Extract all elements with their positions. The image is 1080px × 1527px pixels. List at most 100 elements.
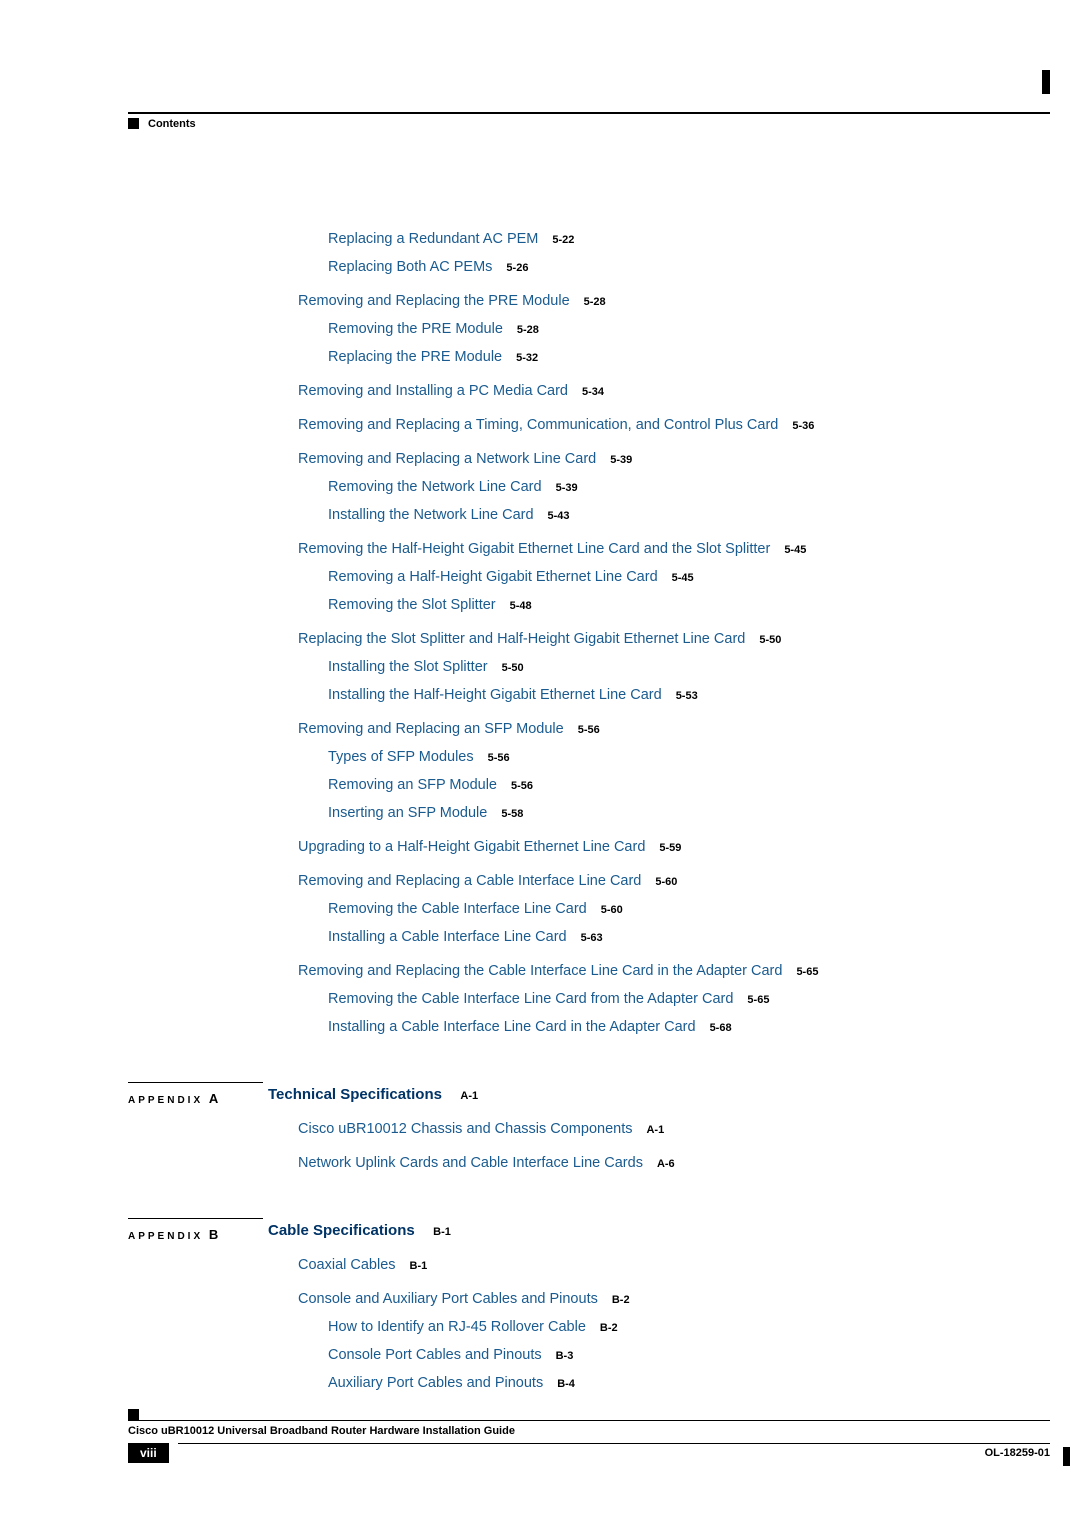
toc-entry: Replacing the PRE Module5-32 [328,348,950,366]
toc-entry: Installing the Network Line Card 5-43 [328,506,950,524]
toc-link[interactable]: Removing the Cable Interface Line Card f… [328,991,733,1007]
toc-link[interactable]: Removing and Replacing a Cable Interface… [298,873,641,889]
toc-link[interactable]: Installing a Cable Interface Line Card i… [328,1019,696,1035]
toc-page-number: 5-56 [578,724,600,736]
toc-page-number: 5-28 [517,324,539,336]
toc-entry: Replacing the Slot Splitter and Half-Hei… [298,630,950,648]
toc-page-number: B-2 [612,1294,630,1306]
toc-entry: Removing an SFP Module5-56 [328,776,950,794]
toc-link[interactable]: Installing the Network Line Card [328,507,534,523]
toc-page-number: A-6 [657,1158,675,1170]
appendix-a-items: Cisco uBR10012 Chassis and Chassis Compo… [128,1120,950,1172]
toc-link[interactable]: Cisco uBR10012 Chassis and Chassis Compo… [298,1121,632,1137]
toc-link[interactable]: Removing the Slot Splitter [328,597,496,613]
toc-link[interactable]: Removing the Cable Interface Line Card [328,901,587,917]
toc-page-number: 5-48 [510,600,532,612]
toc-entry: Removing and Replacing a Timing, Communi… [298,416,950,434]
appendix-rule [128,1218,263,1219]
doc-id-text: OL-18259-01 [985,1447,1050,1459]
toc-page-number: B-4 [557,1378,575,1390]
toc-link[interactable]: Auxiliary Port Cables and Pinouts [328,1375,543,1391]
toc-page-number: 5-28 [584,296,606,308]
toc-link[interactable]: Removing and Replacing a Network Line Ca… [298,451,596,467]
footer-square-marker [128,1409,139,1420]
appendix-a-title-line: Technical Specifications A-1 [268,1086,950,1104]
toc-entry: Removing and Replacing the PRE Module 5-2… [298,292,950,310]
toc-link[interactable]: Inserting an SFP Module [328,805,487,821]
toc-page-number: 5-53 [676,690,698,702]
toc-link[interactable]: Console Port Cables and Pinouts [328,1347,542,1363]
toc-page-number: 5-34 [582,386,604,398]
toc-link[interactable]: Removing and Replacing the PRE Module [298,293,570,309]
toc-link[interactable]: Console and Auxiliary Port Cables and Pi… [298,1291,598,1307]
toc-entry: Removing and Replacing an SFP Module 5-56 [298,720,950,738]
toc-link[interactable]: Installing a Cable Interface Line Card [328,929,567,945]
page-top-marker [1042,70,1050,94]
toc-page-number: 5-45 [672,572,694,584]
toc-entry: Removing the Cable Interface Line Card f… [328,990,950,1008]
toc-page-number: 5-56 [488,752,510,764]
toc-page-number: A-1 [646,1124,664,1136]
toc-entry: Replacing Both AC PEMs5-26 [328,258,950,276]
toc-entry: Removing the Half-Height Gigabit Etherne… [298,540,950,558]
toc-link[interactable]: Removing and Installing a PC Media Card [298,383,568,399]
toc-link[interactable]: Removing the Network Line Card [328,479,542,495]
appendix-label-text: APPENDIX [128,1231,203,1242]
toc-link[interactable]: Removing and Replacing an SFP Module [298,721,564,737]
toc-page-number: B-1 [410,1260,428,1272]
toc-page-number: 5-58 [501,808,523,820]
toc-page-number: 5-36 [792,420,814,432]
toc-link[interactable]: Removing and Replacing the Cable Interfa… [298,963,782,979]
toc-link[interactable]: Removing the PRE Module [328,321,503,337]
toc-page-number: 5-45 [784,544,806,556]
toc-page-number: B-3 [556,1350,574,1362]
toc-page-number: 5-68 [710,1022,732,1034]
toc-entry: Removing the Slot Splitter 5-48 [328,596,950,614]
toc-page-number: 5-43 [548,510,570,522]
appendix-letter: A [209,1091,218,1106]
toc-page-number: 5-50 [502,662,524,674]
page-number: viii [128,1443,169,1463]
footer-doc-title: Cisco uBR10012 Universal Broadband Route… [128,1425,1050,1437]
toc-entry: Console and Auxiliary Port Cables and Pi… [298,1290,950,1308]
appendix-a-title[interactable]: Technical Specifications [268,1086,442,1103]
toc-link[interactable]: Installing the Half-Height Gigabit Ether… [328,687,662,703]
header-square-marker [128,118,139,129]
toc-entry: Cisco uBR10012 Chassis and Chassis Compo… [298,1120,950,1138]
appendix-a-label: APPENDIX A [128,1091,218,1106]
toc-link[interactable]: Upgrading to a Half-Height Gigabit Ether… [298,839,645,855]
toc-entry: Removing and Replacing a Network Line Ca… [298,450,950,468]
toc-entry: Removing and Installing a PC Media Card 5… [298,382,950,400]
toc-link[interactable]: Removing an SFP Module [328,777,497,793]
toc-entry: Removing and Replacing a Cable Interface… [298,872,950,890]
toc-entry: Removing the PRE Module 5-28 [328,320,950,338]
appendix-letter: B [209,1227,218,1242]
toc-link[interactable]: Removing and Replacing a Timing, Communi… [298,417,778,433]
appendix-b-items: Coaxial Cables B-1 Console and Auxiliary P… [128,1256,950,1392]
toc-entry: Network Uplink Cards and Cable Interface… [298,1154,950,1172]
toc-entry: Removing a Half-Height Gigabit Ethernet … [328,568,950,586]
appendix-b-block: APPENDIX B Cable Specifications B-1 Coax… [128,1222,950,1392]
toc-link[interactable]: Replacing a Redundant AC PEM [328,231,538,247]
toc-link[interactable]: Removing the Half-Height Gigabit Etherne… [298,541,770,557]
appendix-a-block: APPENDIX A Technical Specifications A-1 … [128,1086,950,1172]
toc-page-number: 5-60 [601,904,623,916]
toc-link[interactable]: Network Uplink Cards and Cable Interface… [298,1155,643,1171]
toc-page-number: B-2 [600,1322,618,1334]
toc-link[interactable]: Types of SFP Modules [328,749,474,765]
doc-id-marker [1063,1447,1070,1466]
toc-page-number: 5-60 [655,876,677,888]
toc-link[interactable]: Replacing the Slot Splitter and Half-Hei… [298,631,745,647]
toc-content: Replacing a Redundant AC PEM5-22Replacin… [128,230,950,1402]
toc-page-number: 5-59 [659,842,681,854]
toc-entry: Installing the Slot Splitter 5-50 [328,658,950,676]
toc-link[interactable]: Replacing Both AC PEMs [328,259,492,275]
doc-id: OL-18259-01 [985,1447,1050,1459]
toc-list: Replacing a Redundant AC PEM5-22Replacin… [128,230,950,1036]
toc-link[interactable]: Removing a Half-Height Gigabit Ethernet … [328,569,658,585]
toc-link[interactable]: Installing the Slot Splitter [328,659,488,675]
toc-link[interactable]: Replacing the PRE Module [328,349,502,365]
appendix-b-title[interactable]: Cable Specifications [268,1222,415,1239]
toc-link[interactable]: Coaxial Cables [298,1257,396,1273]
toc-link[interactable]: How to Identify an RJ-45 Rollover Cable [328,1319,586,1335]
